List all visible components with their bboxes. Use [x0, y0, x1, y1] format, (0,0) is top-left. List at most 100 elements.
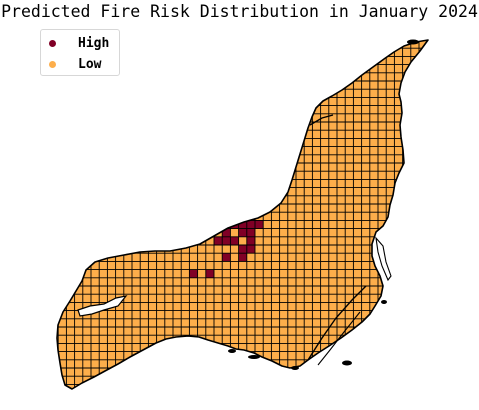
high-risk-cell [255, 154, 264, 163]
high-risk-cell [230, 195, 239, 204]
high-risk-cell [230, 122, 239, 131]
high-risk-cell [255, 220, 264, 229]
high-risk-cell [214, 220, 223, 229]
high-risk-cell [255, 187, 264, 196]
high-risk-cell [246, 245, 255, 254]
high-risk-cell [246, 138, 255, 147]
river-inlet [77, 295, 128, 317]
high-risk-cell [205, 138, 214, 147]
high-risk-cell [205, 179, 214, 188]
high-risk-cell [238, 171, 247, 180]
map-title: Predicted Fire Risk Distribution in Janu… [1, 2, 478, 21]
high-risk-cell [205, 130, 214, 139]
high-risk-cell [230, 163, 239, 172]
high-risk-cell [230, 204, 239, 213]
high-risk-cell [246, 195, 255, 204]
high-risk-cell [263, 171, 272, 180]
high-risk-cell [214, 138, 223, 147]
high-risk-cell [214, 122, 223, 131]
high-risk-cell [255, 179, 264, 188]
high-risk-cell [230, 187, 239, 196]
small-island [248, 355, 260, 359]
legend-item-low: Low [49, 54, 101, 74]
high-risk-cell [222, 195, 231, 204]
high-risk-cell [230, 171, 239, 180]
high-risk-cell [214, 212, 223, 221]
high-risk-cell [238, 228, 247, 237]
high-risk-cell [263, 146, 272, 155]
canal-line [317, 311, 361, 366]
high-risk-cell [222, 236, 231, 245]
low-risk-marker-icon [49, 60, 56, 68]
high-risk-cell [230, 154, 239, 163]
high-risk-cell [255, 204, 264, 213]
small-island [291, 366, 299, 370]
island-land [57, 40, 428, 389]
high-risk-cell [246, 163, 255, 172]
high-risk-cell [214, 187, 223, 196]
high-risk-cell [214, 179, 223, 188]
high-risk-cell [222, 122, 231, 131]
high-risk-cell [238, 146, 247, 155]
high-risk-cell [205, 187, 214, 196]
high-risk-cell [222, 179, 231, 188]
high-risk-cell [238, 154, 247, 163]
high-risk-cell [222, 228, 231, 237]
high-risk-cell [222, 187, 231, 196]
legend-label-low: Low [78, 56, 102, 72]
high-risk-cell [222, 253, 231, 262]
high-risk-cell [246, 171, 255, 180]
high-risk-cell [189, 269, 198, 278]
high-risk-cell [197, 146, 206, 155]
canal-line [307, 285, 367, 361]
high-risk-cell [214, 154, 223, 163]
high-risk-cell [238, 195, 247, 204]
small-island [407, 39, 419, 45]
high-risk-cell [222, 105, 231, 114]
small-island [381, 300, 387, 304]
high-risk-cell [263, 187, 272, 196]
high-risk-cell [205, 146, 214, 155]
high-risk-cell [238, 253, 247, 262]
small-island [228, 349, 236, 353]
high-risk-cell [246, 236, 255, 245]
high-risk-cell [263, 179, 272, 188]
high-risk-cell [230, 179, 239, 188]
high-risk-cell [214, 195, 223, 204]
high-risk-cell [246, 179, 255, 188]
high-risk-cell [246, 187, 255, 196]
high-risk-cell [238, 220, 247, 229]
high-risk-cell [246, 228, 255, 237]
high-risk-cell [263, 138, 272, 147]
high-risk-cell [222, 171, 231, 180]
high-risk-cell [230, 236, 239, 245]
high-risk-marker-icon [49, 39, 56, 47]
high-risk-cell [238, 187, 247, 196]
high-risk-cell [189, 187, 198, 196]
high-risk-cell [238, 245, 247, 254]
high-risk-cell [205, 171, 214, 180]
high-risk-cell [238, 204, 247, 213]
high-risk-cell [238, 163, 247, 172]
high-risk-cell [222, 97, 231, 106]
high-risk-cell [214, 146, 223, 155]
coastline [56, 39, 429, 390]
high-risk-cell [230, 130, 239, 139]
high-risk-cell [246, 220, 255, 229]
legend-label-high: High [78, 35, 110, 51]
high-risk-cell [222, 154, 231, 163]
high-risk-cell [255, 138, 264, 147]
small-island [342, 360, 352, 366]
high-risk-cell [205, 220, 214, 229]
high-risk-cell [238, 179, 247, 188]
river-line [309, 114, 334, 126]
high-risk-cell [263, 195, 272, 204]
high-risk-cell [271, 179, 280, 188]
high-risk-cell [214, 163, 223, 172]
high-risk-cell [205, 122, 214, 131]
high-risk-cell [181, 187, 190, 196]
high-risk-cell [255, 195, 264, 204]
high-risk-cell [246, 204, 255, 213]
high-risk-cell [238, 138, 247, 147]
